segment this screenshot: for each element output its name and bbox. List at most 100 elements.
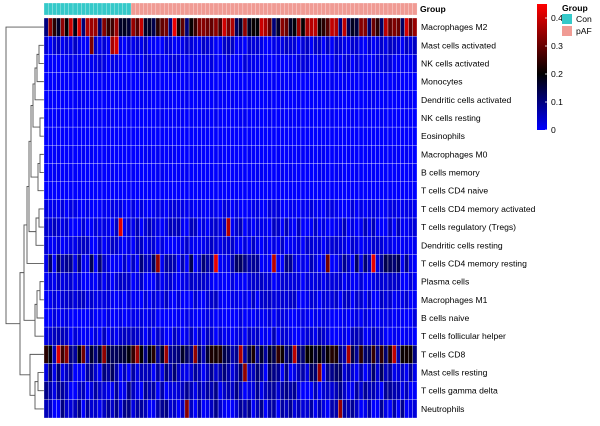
heatmap-cell: [350, 381, 355, 400]
heatmap-cell: [172, 126, 177, 146]
heatmap-cell: [213, 217, 219, 237]
heatmap-cell: [342, 217, 347, 237]
heatmap-cell: [226, 126, 231, 146]
heatmap-cell: [338, 163, 343, 182]
heatmap-cell: [309, 254, 314, 273]
dendrogram-branch: [23, 224, 35, 321]
heatmap-cell: [371, 108, 376, 128]
heatmap-cell: [358, 272, 364, 291]
heatmap-cell: [329, 308, 335, 328]
heatmap-cell: [184, 145, 190, 164]
heatmap-cell: [151, 363, 157, 382]
heatmap-cell: [375, 181, 380, 200]
heatmap-cell: [222, 163, 227, 182]
group-cell-paf: [296, 2, 302, 16]
heatmap-cell: [110, 17, 115, 37]
heatmap-cell: [238, 163, 244, 182]
heatmap-cell: [213, 381, 219, 400]
heatmap-cell: [101, 163, 107, 182]
heatmap-cell: [346, 272, 351, 291]
dendrogram-branch: [19, 272, 30, 376]
heatmap-cell: [43, 217, 49, 237]
heatmap-cell: [209, 254, 215, 273]
heatmap-cell: [184, 236, 190, 255]
heatmap-cell: [56, 308, 61, 328]
heatmap-cell: [325, 345, 331, 364]
heatmap-cell: [325, 381, 331, 400]
heatmap-cell: [280, 399, 285, 419]
heatmap-cell: [259, 36, 264, 55]
heatmap-cell: [151, 308, 157, 328]
heatmap-cell: [304, 17, 310, 37]
group-cell-paf: [172, 2, 177, 16]
heatmap-cell: [213, 108, 219, 128]
heatmap-cell: [408, 90, 414, 110]
heatmap-cell: [234, 72, 239, 91]
heatmap-cell: [354, 108, 360, 128]
heatmap-cell: [222, 126, 227, 146]
heatmap-cell: [205, 181, 210, 200]
heatmap-cell: [52, 54, 57, 73]
heatmap-cell: [168, 145, 173, 164]
heatmap-cell: [304, 163, 310, 182]
heatmap-cell: [130, 236, 136, 255]
heatmap-cell: [288, 290, 293, 310]
heatmap-cell: [180, 345, 186, 364]
heatmap-cell: [280, 199, 285, 219]
heatmap-cell: [304, 90, 310, 110]
heatmap-cell: [101, 36, 107, 55]
heatmap-cell: [271, 54, 277, 73]
heatmap-cell: [85, 126, 90, 146]
heatmap-cell: [304, 236, 310, 255]
group-cell-con: [60, 2, 65, 16]
heatmap-cell: [317, 272, 322, 291]
heatmap-cell: [350, 54, 355, 73]
heatmap-cell: [354, 163, 360, 182]
heatmap-cell: [325, 36, 331, 55]
heatmap-cell: [242, 72, 248, 91]
heatmap-cell: [230, 326, 235, 346]
dendrogram-branch: [34, 381, 44, 410]
group-cell-paf: [217, 2, 223, 16]
heatmap-cell: [118, 199, 123, 219]
heatmap-cell: [188, 345, 194, 364]
heatmap-cell: [43, 308, 49, 328]
heatmap-cell: [64, 126, 70, 146]
heatmap-cell: [217, 199, 223, 219]
heatmap-cell: [43, 126, 49, 146]
heatmap-cell: [172, 326, 177, 346]
heatmap-cell: [238, 17, 244, 37]
heatmap-cell: [375, 17, 380, 37]
heatmap-cell: [164, 17, 169, 37]
heatmap-cell: [242, 90, 248, 110]
heatmap-cell: [77, 217, 82, 237]
dendrogram-branch: [26, 186, 44, 264]
dendrogram-branch: [39, 281, 44, 301]
heatmap-cell: [230, 54, 235, 73]
heatmap-cell: [101, 363, 107, 382]
heatmap-cell: [400, 363, 405, 382]
heatmap-cell: [135, 126, 140, 146]
heatmap-cell: [263, 54, 268, 73]
heatmap-cell: [396, 108, 401, 128]
heatmap-cell: [267, 363, 273, 382]
heatmap-cell: [309, 72, 314, 91]
heatmap-cell: [93, 36, 99, 55]
heatmap-cell: [122, 236, 128, 255]
heatmap-cell: [329, 181, 335, 200]
heatmap-cell: [246, 145, 252, 164]
heatmap-cell: [43, 199, 49, 219]
heatmap-cell: [379, 181, 384, 200]
heatmap-cell: [143, 145, 148, 164]
heatmap-cell: [172, 199, 177, 219]
heatmap-cell: [234, 363, 239, 382]
heatmap-cell: [81, 163, 86, 182]
heatmap-cell: [89, 236, 94, 255]
heatmap-cell: [106, 90, 111, 110]
heatmap-cell: [367, 90, 372, 110]
heatmap-cell: [193, 399, 198, 419]
heatmap-cell: [155, 126, 161, 146]
heatmap-cell: [130, 363, 136, 382]
heatmap-cell: [176, 163, 181, 182]
